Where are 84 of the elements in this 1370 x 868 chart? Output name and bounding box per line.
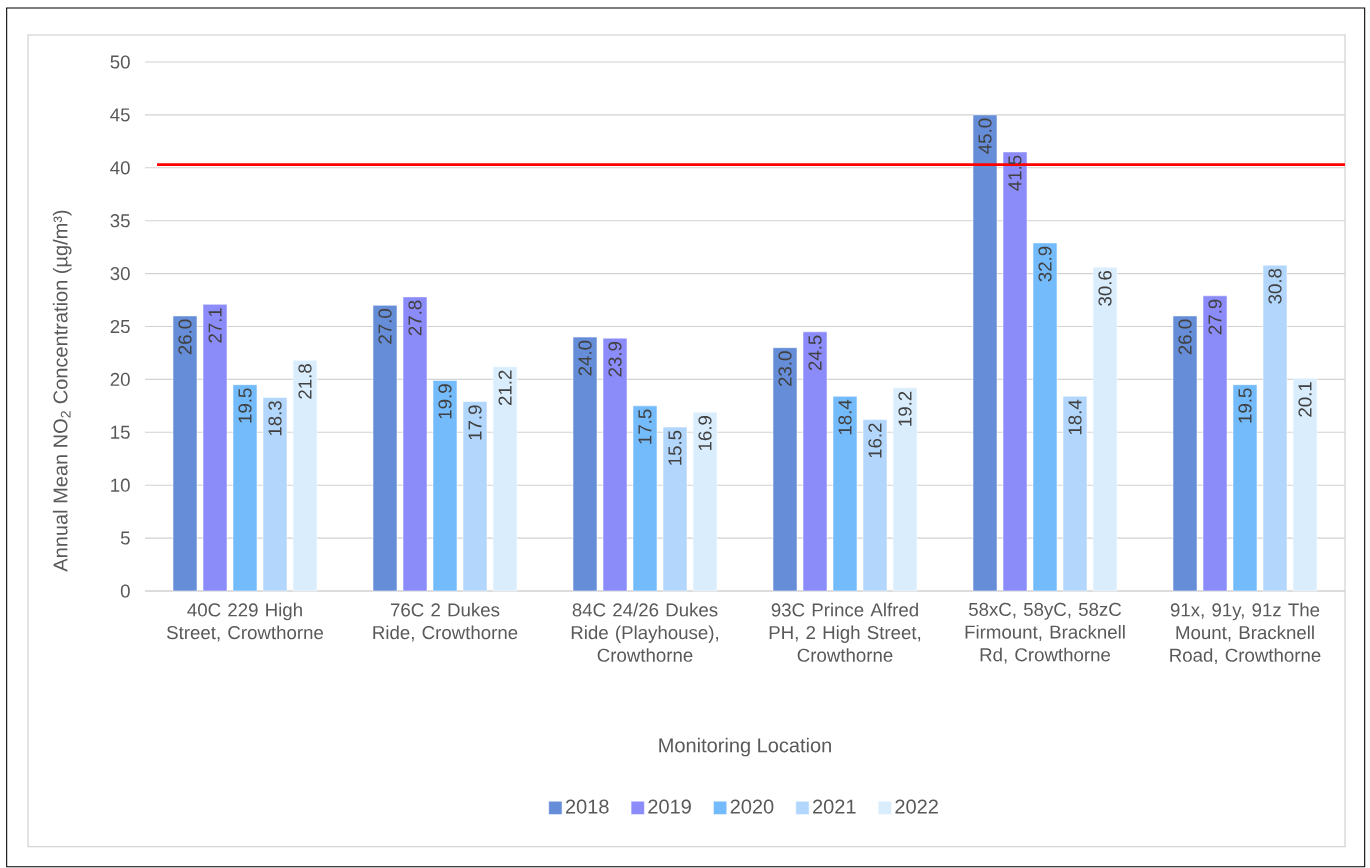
data-label: 18.3	[268, 401, 282, 436]
x-tick-label: 93C Prince Alfred PH, 2 High Street, Crowthorne	[769, 602, 921, 662]
data-label: 27.8	[408, 300, 422, 336]
x-tick-label: 76C 2 Dukes Ride, Crowthorne	[373, 602, 518, 642]
bar	[662, 426, 688, 592]
y-tick-label: 20	[110, 372, 130, 387]
data-label: 20.1	[1298, 382, 1312, 417]
y-tick-label: 40	[110, 161, 130, 175]
data-label: 19.9	[438, 384, 452, 419]
bar	[202, 304, 228, 592]
data-label: 24.0	[578, 340, 592, 376]
data-label: 16.2	[868, 423, 882, 458]
data-label: 19.2	[898, 391, 912, 426]
bar	[1262, 264, 1288, 592]
data-label: 41.5	[1008, 155, 1022, 191]
legend-label: 2020	[730, 799, 774, 814]
x-tick-label: 84C 24/26 Dukes Ride (Playhouse), Crowthorne	[571, 602, 718, 662]
x-axis-title: Monitoring Location	[659, 737, 831, 757]
bar	[402, 296, 428, 592]
bar	[892, 387, 918, 592]
bar	[492, 366, 518, 592]
legend-label: 2022	[895, 799, 938, 814]
data-label: 45.0	[978, 118, 992, 154]
bar	[1292, 378, 1318, 592]
y-tick-label: 45	[110, 108, 130, 122]
bar	[972, 114, 998, 592]
bar	[632, 405, 658, 592]
y-tick-label: 0	[120, 584, 130, 598]
data-label: 21.8	[298, 364, 312, 399]
data-label: 24.5	[808, 335, 822, 371]
bar	[1172, 315, 1198, 592]
bar	[832, 396, 858, 592]
data-label: 21.2	[498, 370, 512, 406]
data-label: 16.9	[698, 416, 712, 451]
x-tick-label: 58xC, 58yC, 58zC Firmount, Bracknell Rd, Crowthorne	[965, 602, 1125, 664]
legend-label: 2021	[813, 799, 856, 814]
data-label: 18.4	[1068, 399, 1082, 435]
x-tick-label: 40C 229 High Street, Crowthorne	[167, 602, 324, 642]
data-label: 19.5	[238, 388, 252, 423]
y-tick-label: 10	[111, 478, 130, 492]
y-tick-label: 30	[110, 266, 130, 281]
y-axis-title: Annual Mean NO$_{2}$ Concentration (µg/m³)	[52, 210, 72, 572]
data-label: 27.1	[208, 308, 222, 343]
bar	[772, 347, 798, 592]
data-label: 23.9	[608, 341, 622, 377]
bar	[692, 411, 718, 592]
bar	[372, 305, 398, 592]
bar	[802, 331, 828, 592]
bar	[232, 384, 258, 592]
y-tick-label: 25	[110, 319, 130, 334]
bar	[1032, 242, 1058, 592]
data-label: 30.8	[1268, 268, 1282, 304]
bar	[1232, 384, 1258, 592]
y-tick-label: 50	[110, 55, 130, 69]
data-label: 23.0	[778, 351, 792, 386]
data-label: 30.6	[1098, 271, 1112, 306]
data-label: 17.9	[468, 405, 482, 440]
bar	[1062, 396, 1088, 592]
y-tick-label: 15	[111, 425, 130, 439]
bar	[1002, 151, 1028, 592]
data-label: 26.0	[178, 319, 192, 355]
data-label: 18.4	[838, 399, 852, 435]
bar	[172, 315, 198, 592]
data-label: 19.5	[1238, 388, 1252, 423]
bar	[862, 419, 888, 592]
data-label: 15.5	[668, 430, 682, 465]
data-label: 32.9	[1038, 246, 1052, 282]
bar	[1092, 266, 1118, 592]
bar	[262, 397, 288, 592]
data-label: 17.5	[638, 409, 652, 444]
bar	[572, 336, 598, 592]
bar	[432, 380, 458, 592]
data-label: 27.9	[1208, 299, 1222, 335]
data-label: 26.0	[1178, 319, 1192, 355]
data-label: 27.0	[378, 309, 392, 344]
legend-label: 2019	[648, 799, 691, 814]
bar	[292, 360, 318, 592]
legend-label: 2018	[565, 799, 609, 814]
y-tick-label: 5	[120, 531, 130, 545]
bar	[1202, 295, 1228, 592]
x-tick-label: 91x, 91y, 91z The Mount, Bracknell Road, Crowthorne	[1170, 602, 1321, 665]
bar	[602, 337, 628, 592]
y-tick-label: 35	[110, 214, 130, 228]
bar	[462, 401, 488, 592]
